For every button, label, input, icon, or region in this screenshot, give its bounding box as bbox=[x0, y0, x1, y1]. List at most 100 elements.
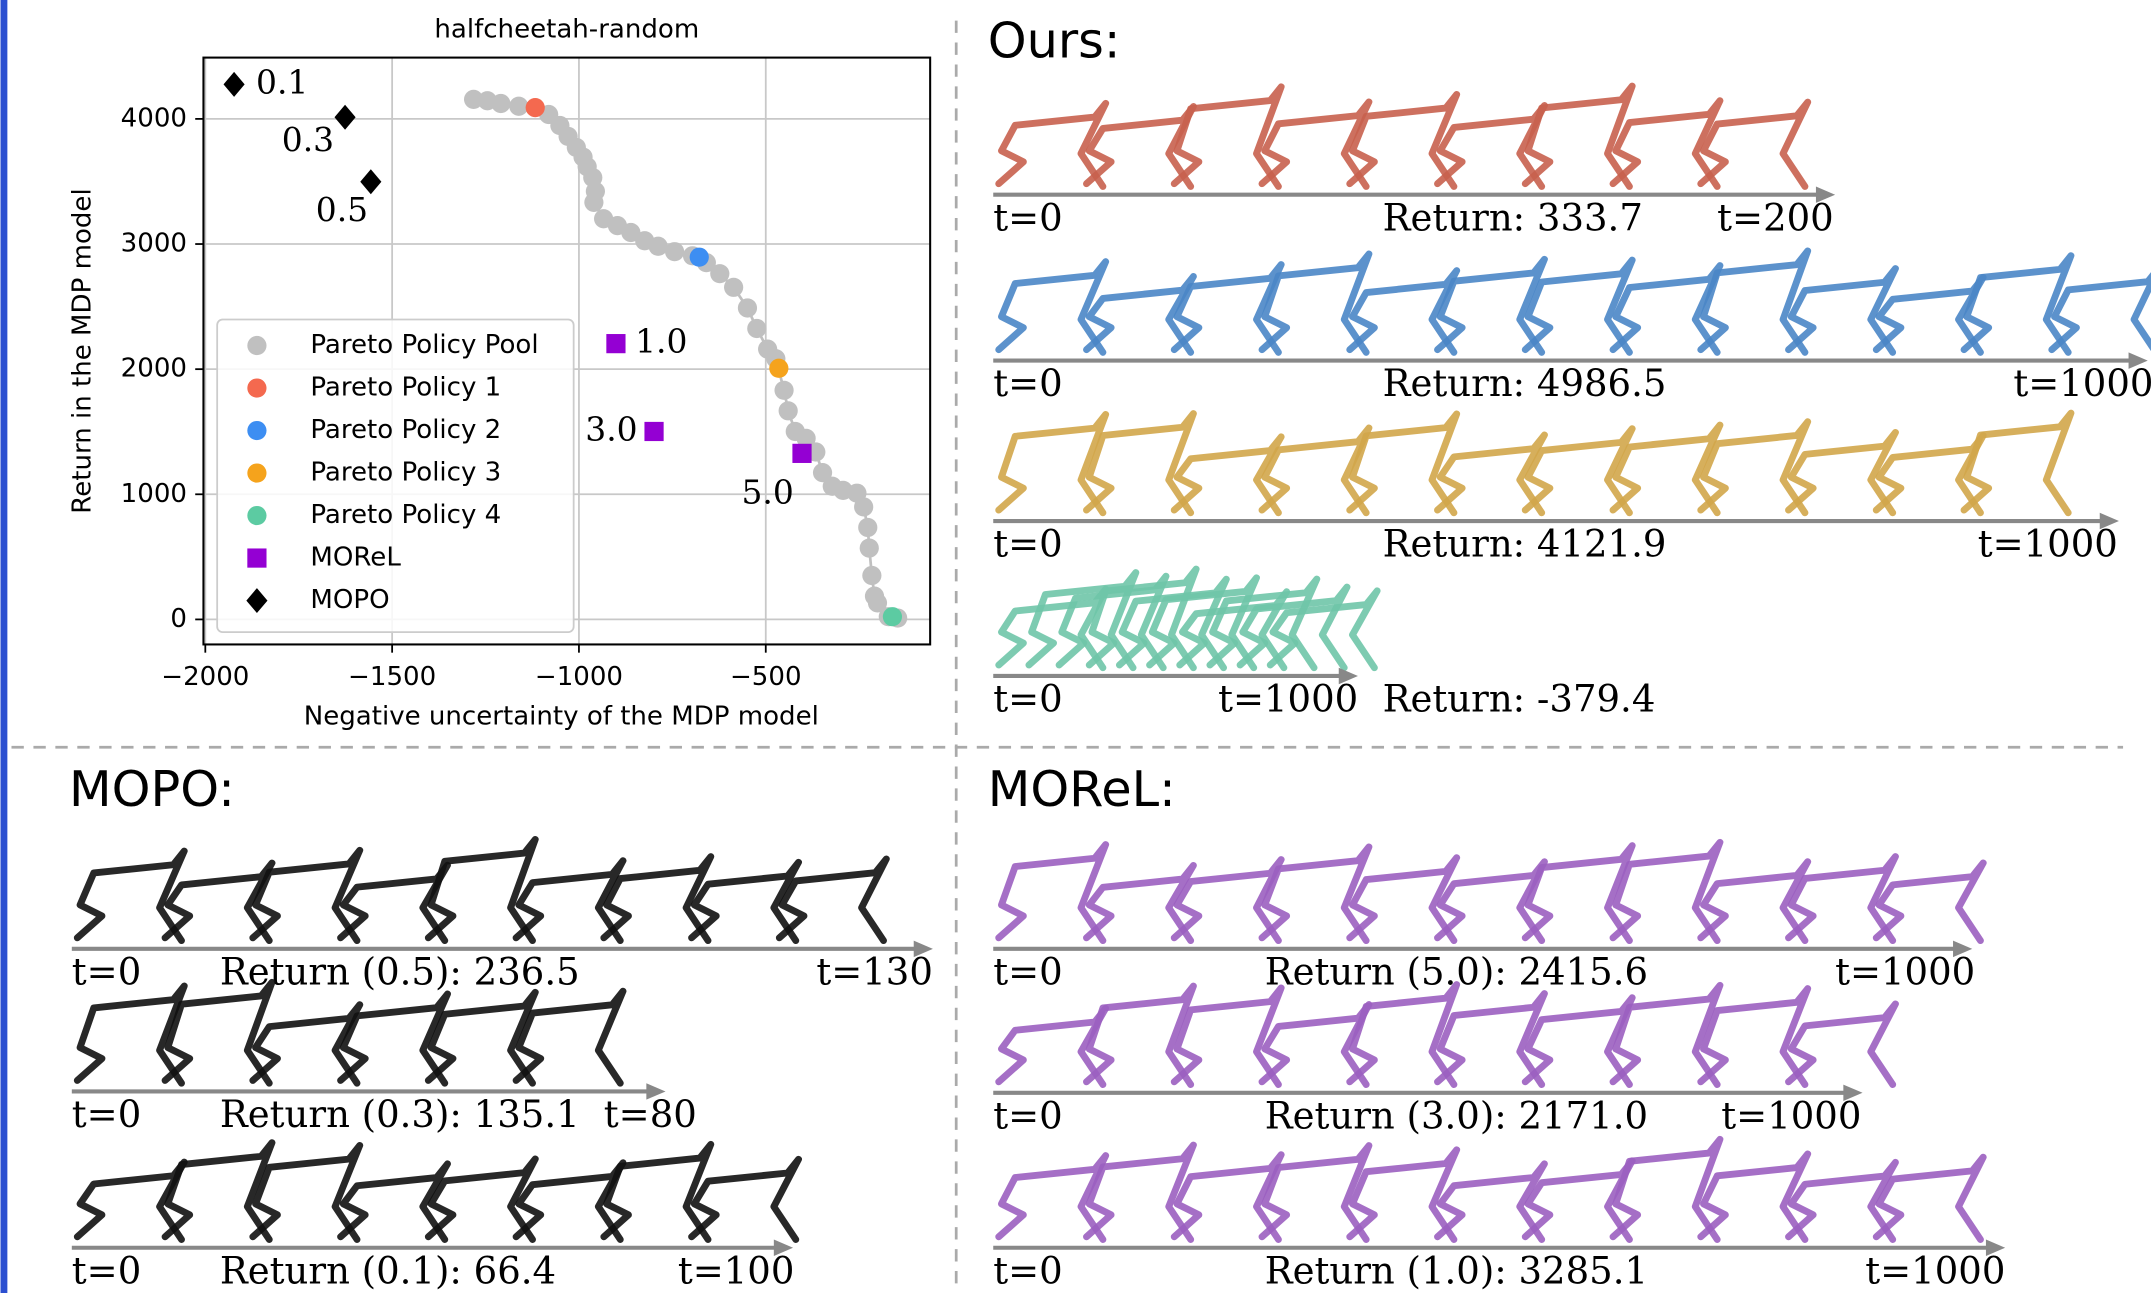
end-label: t=1000 bbox=[1835, 950, 1975, 993]
start-label: t=0 bbox=[72, 1093, 141, 1136]
data-point bbox=[747, 319, 766, 338]
stick-figure bbox=[1525, 86, 1632, 186]
data-point bbox=[724, 278, 743, 297]
left-border bbox=[1, 0, 8, 1293]
point-label: 5.0 bbox=[741, 473, 793, 512]
panel-title: Ours: bbox=[988, 11, 1121, 69]
stick-figure bbox=[999, 262, 1106, 353]
end-label: t=80 bbox=[604, 1093, 697, 1136]
stick-figure bbox=[1789, 1004, 1896, 1085]
point-label: 3.0 bbox=[585, 409, 637, 448]
return-label: Return: -379.4 bbox=[1383, 678, 1656, 721]
data-point bbox=[779, 401, 798, 420]
data-point bbox=[690, 248, 709, 267]
x-axis-label: Negative uncertainty of the MDP model bbox=[304, 702, 819, 732]
stick-figure bbox=[1964, 413, 2071, 513]
start-label: t=0 bbox=[993, 523, 1062, 566]
end-label: t=1000 bbox=[1865, 1249, 2005, 1292]
x-tick-label: −2000 bbox=[161, 662, 249, 692]
legend-marker bbox=[247, 463, 266, 482]
stick-figure bbox=[1350, 985, 1457, 1085]
legend-label: MOPO bbox=[310, 585, 389, 615]
start-label: t=0 bbox=[993, 950, 1062, 993]
stick-figure bbox=[77, 851, 184, 941]
return-label: Return: 4121.9 bbox=[1383, 523, 1667, 566]
data-point bbox=[649, 237, 668, 256]
stick-figure bbox=[1613, 1139, 1720, 1239]
stick-figure bbox=[1174, 87, 1281, 187]
data-point bbox=[606, 334, 625, 353]
start-label: t=0 bbox=[993, 196, 1062, 239]
data-point bbox=[526, 98, 545, 117]
start-label: t=0 bbox=[993, 1249, 1062, 1292]
data-point bbox=[738, 298, 757, 317]
legend-marker bbox=[247, 548, 266, 567]
data-point bbox=[334, 105, 355, 130]
y-tick-label: 3000 bbox=[121, 229, 187, 259]
stick-figure bbox=[1089, 569, 1196, 668]
data-point bbox=[584, 193, 603, 212]
data-point bbox=[710, 264, 729, 283]
panel-title: MOPO: bbox=[69, 760, 235, 818]
data-point bbox=[509, 97, 528, 116]
stick-figure bbox=[1437, 994, 1544, 1085]
stick-figure bbox=[1876, 863, 1983, 941]
stick-figure bbox=[2052, 268, 2151, 352]
stick-figure bbox=[1789, 269, 1896, 353]
stick-figure bbox=[999, 414, 1106, 512]
legend-label: Pareto Policy 2 bbox=[310, 415, 501, 445]
y-axis-label: Return in the MDP model bbox=[67, 188, 97, 513]
y-tick-label: 1000 bbox=[121, 479, 187, 509]
start-label: t=0 bbox=[72, 950, 141, 993]
stick-figure bbox=[604, 1144, 711, 1239]
end-label: t=1000 bbox=[1978, 523, 2118, 566]
return-label: Return (3.0): 2171.0 bbox=[1265, 1094, 1648, 1137]
x-tick-label: −1500 bbox=[348, 662, 436, 692]
data-point bbox=[862, 566, 881, 585]
data-point bbox=[665, 242, 684, 261]
return-label: Return (1.0): 3285.1 bbox=[1265, 1249, 1648, 1292]
legend-marker bbox=[247, 378, 266, 397]
figure: halfcheetah-random−2000−1500−1000−500010… bbox=[0, 0, 2151, 1293]
end-label: t=1000 bbox=[1218, 678, 1358, 721]
data-point bbox=[792, 444, 811, 463]
legend-label: Pareto Policy 4 bbox=[310, 500, 501, 530]
return-label: Return (0.3): 135.1 bbox=[220, 1093, 580, 1136]
legend-marker bbox=[247, 421, 266, 440]
return-label: Return: 333.7 bbox=[1383, 196, 1643, 239]
y-tick-label: 2000 bbox=[121, 354, 187, 384]
data-point bbox=[854, 497, 873, 516]
stick-figure bbox=[999, 845, 1106, 941]
data-point bbox=[644, 422, 663, 441]
return-label: Return (0.1): 66.4 bbox=[220, 1249, 556, 1292]
stick-figure bbox=[1086, 986, 1193, 1085]
stick-figure bbox=[428, 839, 535, 940]
point-label: 0.1 bbox=[256, 62, 308, 101]
x-tick-label: −1000 bbox=[535, 662, 623, 692]
data-point bbox=[860, 538, 879, 557]
legend-label: Pareto Policy Pool bbox=[310, 330, 538, 360]
legend-label: Pareto Policy 1 bbox=[310, 373, 501, 403]
stick-figure bbox=[165, 1143, 272, 1240]
data-point bbox=[224, 72, 245, 97]
stick-figure bbox=[692, 1159, 799, 1239]
start-label: t=0 bbox=[993, 362, 1062, 405]
start-label: t=0 bbox=[72, 1249, 141, 1292]
stick-figure bbox=[1964, 256, 2071, 353]
stick-figure bbox=[1350, 1150, 1457, 1240]
start-label: t=0 bbox=[993, 1094, 1062, 1137]
end-label: t=1000 bbox=[1721, 1094, 1861, 1137]
point-label: 1.0 bbox=[635, 322, 687, 361]
stick-figure bbox=[1701, 1154, 1808, 1240]
point-label: 0.5 bbox=[316, 190, 368, 229]
y-tick-label: 4000 bbox=[121, 103, 187, 133]
data-point bbox=[491, 94, 510, 113]
start-label: t=0 bbox=[993, 678, 1062, 721]
data-point bbox=[883, 607, 902, 626]
return-label: Return: 4986.5 bbox=[1383, 362, 1667, 405]
panel-title: MOReL: bbox=[988, 760, 1176, 818]
chart-title: halfcheetah-random bbox=[434, 15, 699, 45]
point-label: 0.3 bbox=[282, 120, 334, 159]
end-label: t=130 bbox=[816, 950, 933, 993]
y-tick-label: 0 bbox=[170, 604, 187, 634]
